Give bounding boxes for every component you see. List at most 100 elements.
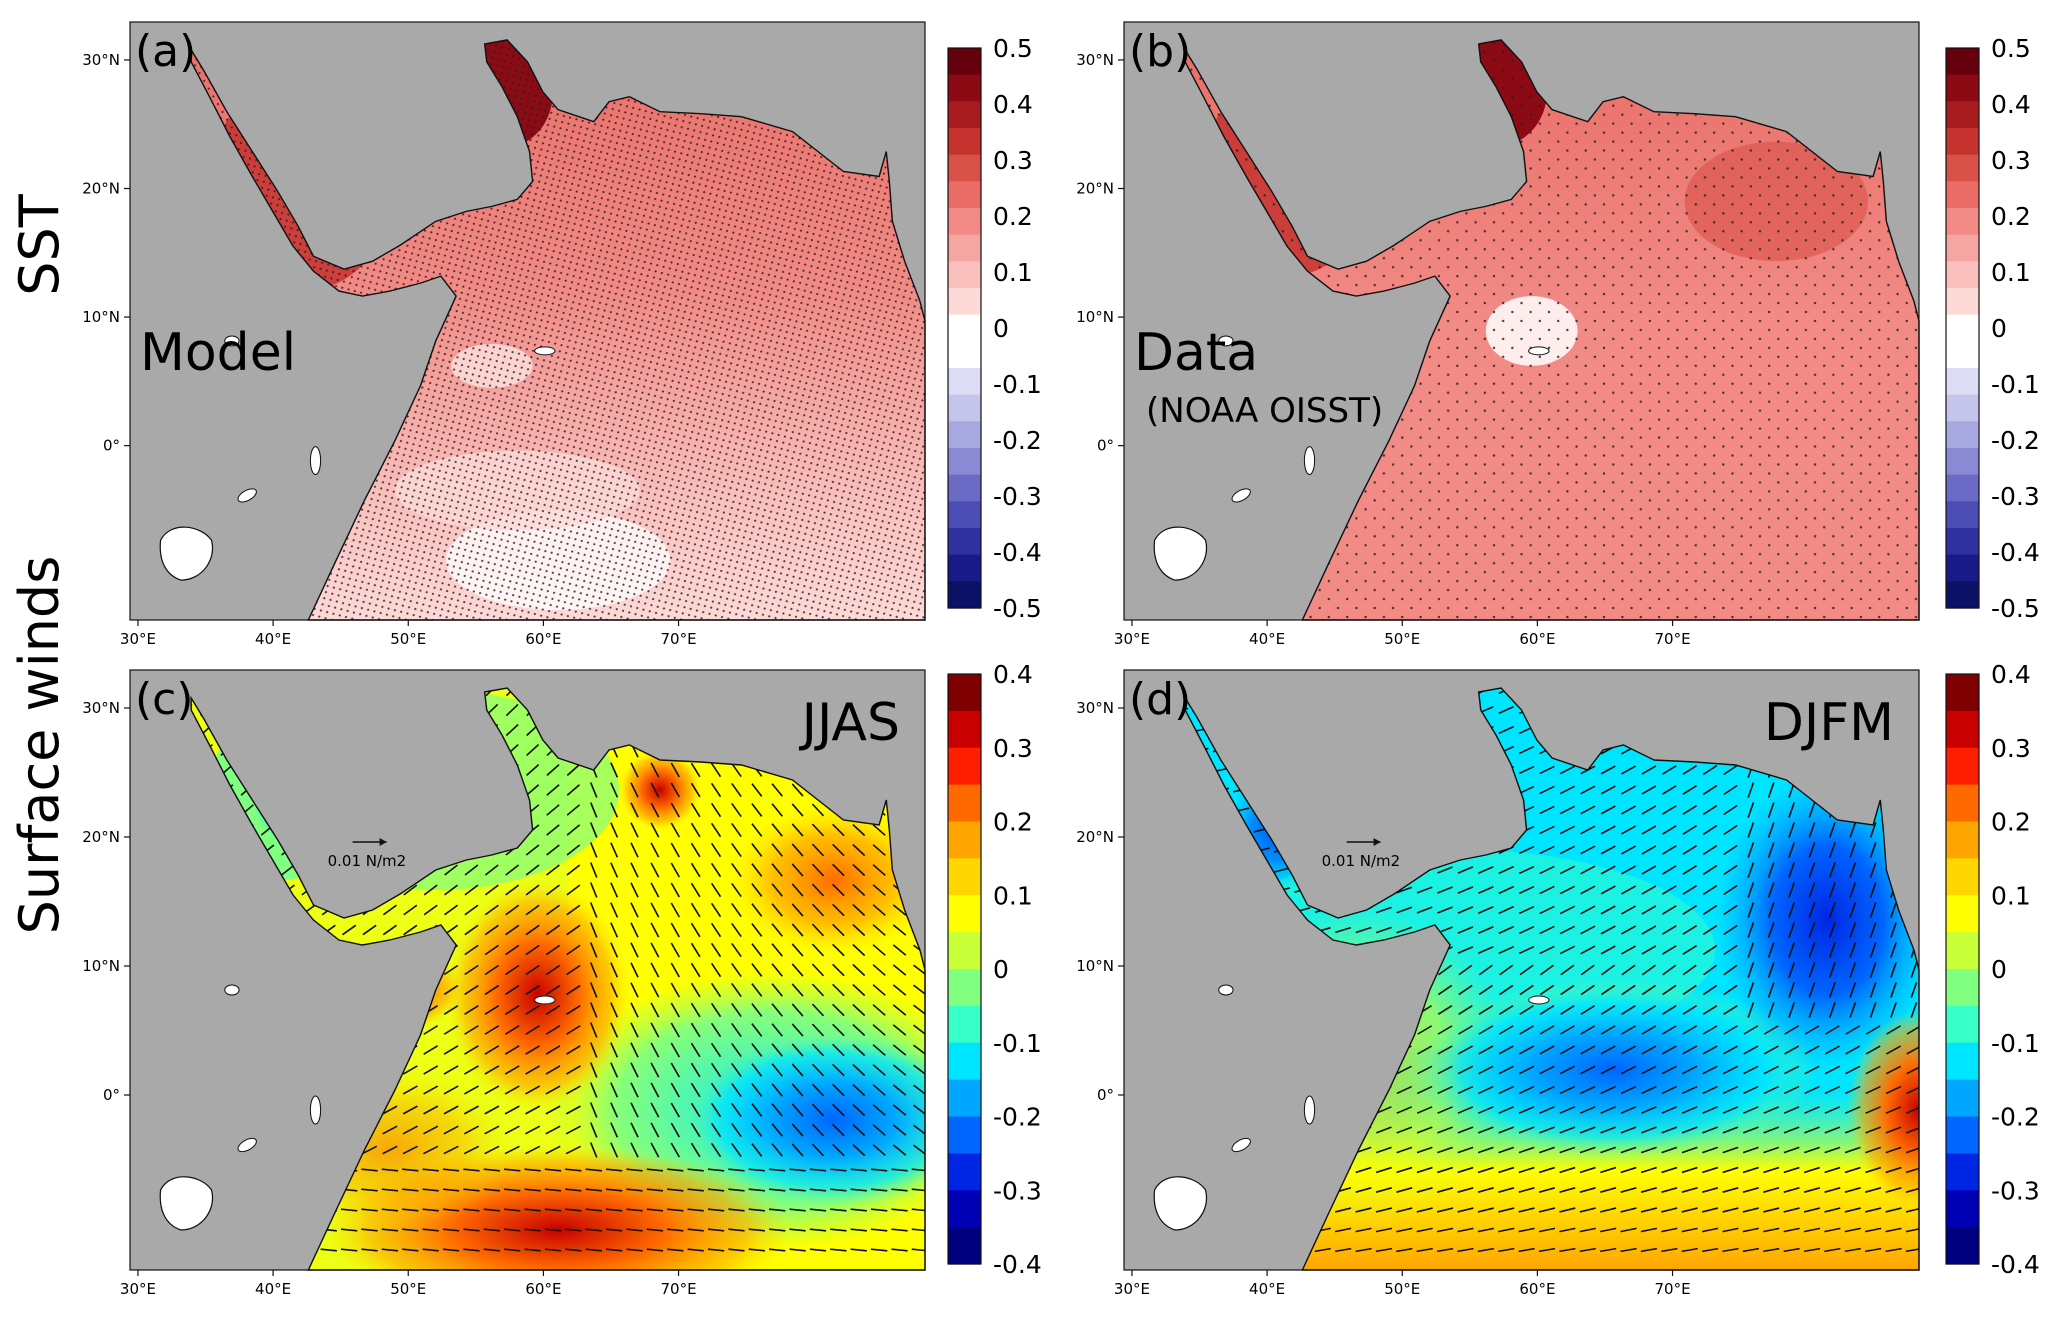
panel-label-d: (d) (1129, 674, 1191, 725)
colorbar-swatch (1946, 261, 1979, 289)
coastline (1184, 687, 1920, 1271)
colorbar-swatch (1946, 1153, 1979, 1191)
lon-tick-label: 50°E (390, 630, 426, 648)
colorbar-swatch (1946, 474, 1979, 502)
colorbar-swatch (948, 101, 981, 129)
panel-title-a: Model (140, 323, 296, 383)
colorbar-d: 0.4 0.3 0.2 0.1 0 -0.1 -0.2 -0.3 -0.4 (1945, 660, 2040, 1279)
colorbar-swatch (1946, 101, 1979, 129)
colorbar-tick-label: 0.3 (993, 734, 1033, 763)
colorbar-tick-label: -0.1 (993, 1029, 1042, 1058)
colorbar-swatch (1946, 1190, 1979, 1228)
colorbar-tick-label: -0.1 (1991, 370, 2040, 399)
colorbar-swatch (1946, 710, 1979, 749)
colorbar-tick-label: -0.4 (1991, 1250, 2040, 1279)
colorbar-tick-label: 0.5 (1991, 34, 2031, 63)
lat-tick-label: 10°N (82, 308, 120, 326)
colorbar-tick-label: 0.1 (993, 258, 1033, 287)
colorbar-swatch (948, 181, 981, 209)
lat-tick-label: 10°N (1076, 957, 1114, 975)
colorbar-swatch (948, 261, 981, 289)
panel-a: 30°E 40°E 50°E 60°E 70°E 30°N 20°N 10°N 0° (a) Mod… (82, 21, 1042, 648)
colorbar-swatch (948, 314, 981, 342)
colorbar-swatch (1946, 784, 1979, 823)
colorbar-swatch (1946, 394, 1979, 422)
colorbar-c: 0.4 0.3 0.2 0.1 0 -0.1 -0.2 -0.3 -0.4 (947, 660, 1042, 1279)
season-label-d: DJFM (1764, 693, 1894, 753)
colorbar-swatch (948, 554, 981, 582)
panel-label-b: (b) (1129, 26, 1191, 77)
colorbar-swatch (948, 501, 981, 529)
lat-tick-label: 30°N (82, 699, 120, 717)
lon-tick-label: 30°E (120, 630, 156, 648)
colorbar-swatch (948, 74, 981, 102)
colorbar-swatch (1946, 234, 1979, 262)
colorbar-tick-label: -0.4 (993, 1250, 1042, 1279)
colorbar-swatch (948, 288, 981, 316)
colorbar-swatch (948, 448, 981, 476)
colorbar-swatch (948, 48, 981, 76)
lon-tick-label: 70°E (1655, 1280, 1691, 1298)
colorbar-tick-label: -0.4 (1991, 538, 2040, 567)
colorbar-swatch (1946, 554, 1979, 582)
map-d (1124, 670, 1920, 1271)
colorbar-tick-label: -0.4 (993, 538, 1042, 567)
colorbar-tick-label: 0.1 (1991, 258, 2031, 287)
lon-tick-label: 30°E (1114, 1280, 1150, 1298)
lon-tick-label: 70°E (661, 1280, 697, 1298)
madagascar-island (1153, 1176, 1208, 1231)
colorbar-swatch (948, 1116, 981, 1154)
panel-d: 30°E 40°E 50°E 60°E 70°E 30°N 20°N 10°N 0° (d) DJF… (1076, 660, 2040, 1298)
colorbar-swatch (1946, 895, 1979, 933)
colorbar-swatch (948, 368, 981, 396)
colorbar-tick-label: 0.3 (1991, 146, 2031, 175)
colorbar-tick-label: -0.1 (993, 370, 1042, 399)
lon-tick-label: 60°E (525, 630, 561, 648)
colorbar-tick-label: -0.3 (993, 1176, 1042, 1205)
lon-tick-label: 30°E (1114, 630, 1150, 648)
map-frame (129, 669, 926, 1271)
colorbar-swatch (948, 710, 981, 749)
panel-label-c: (c) (135, 674, 194, 725)
colorbar-tick-label: 0 (1991, 955, 2007, 984)
colorbar-tick-label: 0.2 (993, 202, 1033, 231)
colorbar-swatch (948, 1042, 981, 1081)
colorbar-swatch (948, 674, 981, 712)
colorbar-tick-label: 0.4 (1991, 90, 2031, 119)
coastline (1184, 39, 1920, 621)
colorbar-tick-label: -0.2 (993, 426, 1042, 455)
madagascar-island (1153, 526, 1208, 581)
colorbar-swatch (1946, 1227, 1979, 1265)
lat-tick-label: 20°N (1076, 180, 1114, 198)
colorbar-swatch (948, 1005, 981, 1044)
colorbar-swatch (948, 747, 981, 786)
colorbar-tick-label: -0.3 (1991, 1176, 2040, 1205)
colorbar-tick-label: 0.1 (993, 881, 1033, 910)
colorbar-tick-label: 0.5 (993, 34, 1033, 63)
lon-tick-label: 60°E (1519, 630, 1555, 648)
colorbar-tick-label: -0.5 (1991, 594, 2040, 623)
lon-tick-label: 70°E (661, 630, 697, 648)
colorbar-swatch (948, 474, 981, 502)
reference-vector-label: 0.01 N/m2 (328, 852, 407, 870)
colorbar-swatch (1946, 48, 1979, 76)
colorbar-tick-label: 0.4 (993, 90, 1033, 119)
lon-tick-label: 40°E (1249, 630, 1285, 648)
colorbar-swatch (948, 858, 981, 896)
colorbar-tick-label: 0.2 (993, 808, 1033, 837)
lon-tick-label: 40°E (255, 1280, 291, 1298)
colorbar-swatch (948, 969, 981, 1007)
colorbar-tick-label: 0.4 (1991, 660, 2031, 689)
panel-label-a: (a) (135, 26, 196, 77)
colorbar-swatch (948, 154, 981, 182)
lat-tick-label: 10°N (1076, 308, 1114, 326)
coastline (190, 687, 926, 1271)
lon-tick-label: 70°E (1655, 630, 1691, 648)
colorbar-swatch (1946, 821, 1979, 859)
colorbar-swatch (948, 1227, 981, 1265)
colorbar-tick-label: 0.4 (993, 660, 1033, 689)
colorbar-swatch (948, 208, 981, 236)
map-frame (1123, 669, 1920, 1271)
colorbar-swatch (1946, 1042, 1979, 1081)
